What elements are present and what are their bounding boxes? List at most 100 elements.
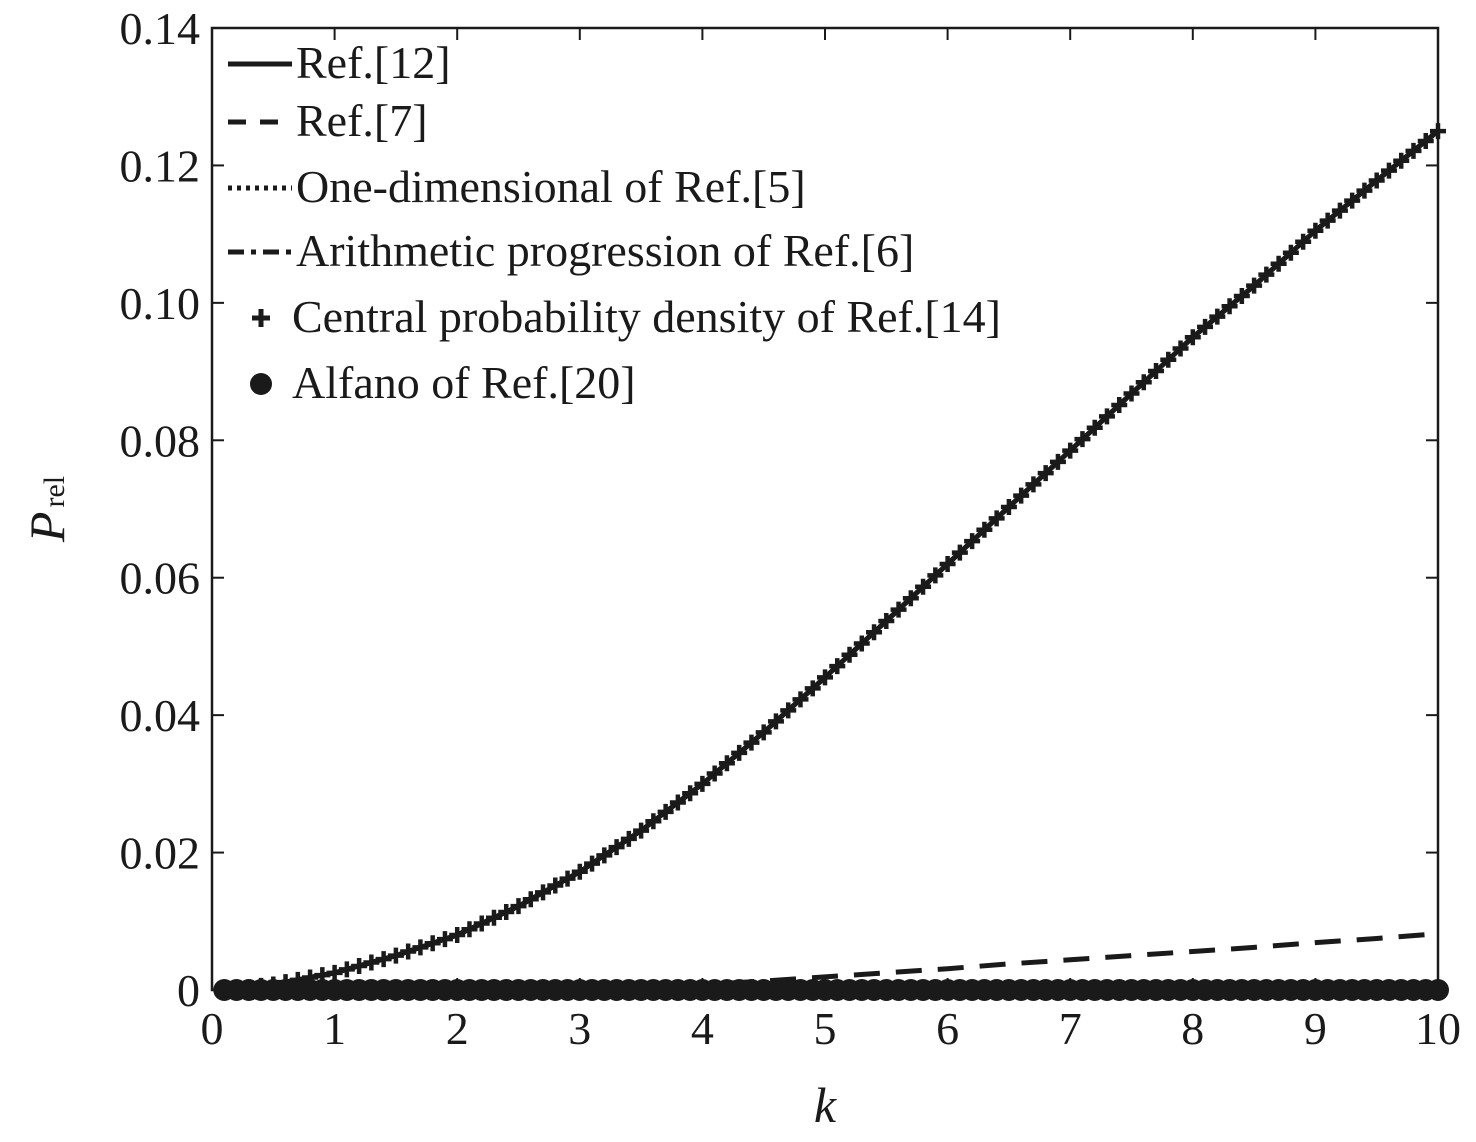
series-marker xyxy=(1307,222,1324,239)
legend-label: One-dimensional of Ref.[5] xyxy=(296,161,806,212)
series-marker xyxy=(1380,162,1397,179)
series-marker xyxy=(1295,233,1312,250)
series-marker xyxy=(461,921,478,938)
series-marker xyxy=(976,521,993,538)
series-marker xyxy=(1049,453,1066,470)
series-marker xyxy=(338,961,355,978)
legend-item: Arithmetic progression of Ref.[6] xyxy=(228,225,914,276)
series-marker xyxy=(1209,308,1226,325)
series-marker xyxy=(424,935,441,952)
series-marker xyxy=(853,635,870,652)
x-tick-label: 6 xyxy=(936,1003,959,1054)
series-marker xyxy=(939,555,956,572)
series-marker xyxy=(718,755,735,772)
series-marker xyxy=(608,839,625,856)
series-marker xyxy=(498,903,515,920)
series-marker xyxy=(915,578,932,595)
series-marker xyxy=(829,658,846,675)
series-marker xyxy=(1356,182,1373,199)
series-marker xyxy=(1025,476,1042,493)
legend-item: Ref.[7] xyxy=(228,95,428,146)
series-marker xyxy=(535,884,552,901)
legend-label: Alfano of Ref.[20] xyxy=(292,357,636,408)
series-marker xyxy=(1184,329,1201,346)
series-marker xyxy=(400,943,417,960)
y-tick-label: 0.12 xyxy=(120,140,201,191)
x-tick-label: 5 xyxy=(814,1003,837,1054)
legend-item: Central probability density of Ref.[14] xyxy=(252,291,1001,342)
series-marker xyxy=(657,803,674,820)
legend: Ref.[12] Ref.[7] One-dimensional of Ref.[5… xyxy=(228,37,1001,408)
legend-item: Ref.[12] xyxy=(228,37,451,88)
series-marker xyxy=(620,830,637,847)
series-marker xyxy=(1282,244,1299,261)
series-marker xyxy=(1270,255,1287,272)
series-marker xyxy=(473,915,490,932)
series-marker xyxy=(1393,152,1410,169)
series-marker xyxy=(1417,132,1434,149)
series-marker xyxy=(510,898,527,915)
series-marker xyxy=(964,533,981,550)
series-marker xyxy=(804,680,821,697)
x-axis-label: k xyxy=(814,1077,837,1133)
ticks-layer xyxy=(211,27,1439,991)
y-axis-label-subscript: rel xyxy=(38,476,71,508)
series-marker xyxy=(817,669,833,686)
legend-swatch xyxy=(252,309,270,327)
series-marker xyxy=(1160,351,1177,368)
series-marker xyxy=(412,939,429,956)
y-axis-label: Prel xyxy=(19,476,75,543)
series-marker xyxy=(596,847,613,864)
series-marker xyxy=(731,744,748,761)
x-tick-label: 1 xyxy=(323,1003,346,1054)
series-marker xyxy=(1331,202,1348,219)
legend-label: Ref.[7] xyxy=(296,95,428,146)
series-marker xyxy=(706,765,723,782)
series-2 xyxy=(224,129,1440,993)
series-marker xyxy=(1368,172,1385,189)
y-tick-label: 0.02 xyxy=(120,828,201,879)
series-marker xyxy=(951,544,968,561)
series-marker xyxy=(1013,487,1030,504)
series-marker xyxy=(584,855,601,872)
y-tick-label: 0.04 xyxy=(120,690,201,741)
series-marker xyxy=(1172,340,1189,357)
x-tick-label: 2 xyxy=(446,1003,469,1054)
series-marker xyxy=(780,702,797,719)
series-marker xyxy=(792,691,809,708)
x-tick-label: 4 xyxy=(691,1003,714,1054)
x-tick-label: 8 xyxy=(1181,1003,1204,1054)
y-tick-label: 0 xyxy=(177,965,200,1016)
x-tick-label: 7 xyxy=(1059,1003,1082,1054)
series-marker xyxy=(1148,363,1165,380)
series-marker xyxy=(571,863,588,880)
y-tick-label: 0.06 xyxy=(120,553,201,604)
series-marker xyxy=(1000,498,1017,515)
series-marker xyxy=(841,646,858,663)
series-marker xyxy=(522,891,539,908)
x-tick-label: 3 xyxy=(568,1003,591,1054)
series-marker xyxy=(755,724,772,741)
series-marker xyxy=(375,951,392,968)
legend-label: Central probability density of Ref.[14] xyxy=(292,291,1001,342)
series-marker xyxy=(1221,298,1238,315)
series-marker xyxy=(1111,396,1128,413)
legend-swatch xyxy=(250,373,272,395)
legend-label: Arithmetic progression of Ref.[6] xyxy=(296,225,914,276)
y-axis-label-main: P xyxy=(19,512,75,544)
series-marker xyxy=(1098,408,1115,425)
legend-item: One-dimensional of Ref.[5] xyxy=(228,161,806,212)
series-marker xyxy=(1197,318,1214,335)
x-tick-label: 9 xyxy=(1304,1003,1327,1054)
tick-labels-layer: 0 1 2 3 4 5 6 7 8 9 10 0 0.02 0.04 0.06 0.08 0.10 0.12 0.1… xyxy=(120,3,1462,1054)
series-marker xyxy=(682,785,699,802)
series-marker xyxy=(927,567,944,584)
series-marker xyxy=(1062,442,1079,459)
series-marker xyxy=(669,794,686,811)
series-marker xyxy=(1319,212,1336,229)
series-marker xyxy=(351,957,368,974)
legend-item: Alfano of Ref.[20] xyxy=(250,357,636,408)
series-marker xyxy=(363,954,380,971)
series-marker xyxy=(1246,277,1263,294)
